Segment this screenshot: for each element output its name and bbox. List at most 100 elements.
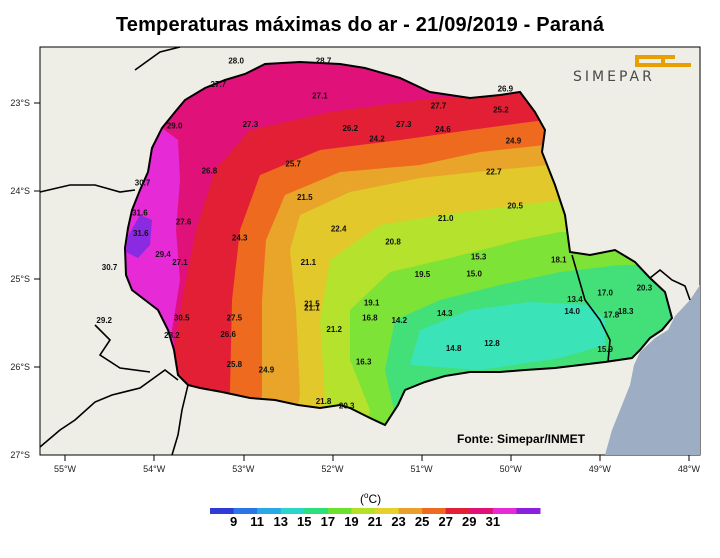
temperature-label: 12.8 bbox=[484, 339, 500, 348]
colorbar-tick-label: 17 bbox=[320, 514, 336, 529]
temperature-label: 14.2 bbox=[391, 316, 407, 325]
colorbar-segment bbox=[257, 508, 282, 514]
state-outline bbox=[123, 60, 674, 427]
temperature-label: 28.2 bbox=[164, 331, 180, 340]
temperature-label: 21.0 bbox=[438, 214, 454, 223]
x-tick-label: 55°W bbox=[54, 464, 77, 474]
temperature-label: 27.1 bbox=[312, 92, 328, 101]
colorbar-segment bbox=[516, 508, 541, 514]
simepar-logo: SIMEPAR bbox=[573, 55, 693, 87]
y-tick-label: 25°S bbox=[10, 274, 30, 284]
temperature-label: 18.1 bbox=[551, 255, 567, 264]
colorbar-segment bbox=[304, 508, 329, 514]
x-tick-label: 48°W bbox=[678, 464, 701, 474]
temperature-label: 25.2 bbox=[493, 106, 509, 115]
colorbar-tick-label: 11 bbox=[250, 514, 265, 529]
temperature-label: 19.1 bbox=[364, 298, 380, 307]
temperature-label: 22.4 bbox=[331, 224, 347, 233]
x-tick-label: 53°W bbox=[232, 464, 255, 474]
colorbar-segment bbox=[492, 508, 517, 514]
temperature-label: 22.7 bbox=[486, 167, 502, 176]
temperature-label: 21.8 bbox=[316, 397, 332, 406]
y-tick-label: 26°S bbox=[10, 362, 30, 372]
temperature-label: 25.8 bbox=[227, 360, 243, 369]
temperature-labels: 28.0 28.7 27.7 27.1 26.9 27.7 25.2 29.0 27.3 26.2… bbox=[96, 56, 652, 410]
source-credit: Fonte: Simepar/INMET bbox=[457, 432, 586, 446]
colorbar-segment bbox=[398, 508, 423, 514]
temperature-label: 21.2 bbox=[326, 325, 342, 334]
x-tick-label: 49°W bbox=[589, 464, 612, 474]
temperature-label: 21.1 bbox=[304, 304, 320, 313]
temperature-label: 25.7 bbox=[285, 159, 301, 168]
colorbar bbox=[210, 508, 541, 514]
temperature-label: 26.6 bbox=[220, 330, 236, 339]
temperature-label: 24.9 bbox=[259, 365, 275, 374]
temperature-label: 27.3 bbox=[396, 120, 412, 129]
colorbar-tick-label: 25 bbox=[414, 514, 430, 529]
temperature-label: 27.3 bbox=[243, 120, 259, 129]
temperature-label: 13.4 bbox=[567, 295, 583, 304]
temperature-label: 28.7 bbox=[316, 56, 332, 65]
x-tick-label: 52°W bbox=[321, 464, 344, 474]
y-tick-label: 27°S bbox=[10, 450, 30, 460]
neighbor-borders bbox=[39, 46, 691, 456]
unit-sup: o bbox=[364, 491, 369, 500]
colorbar-tick-label: 9 bbox=[229, 514, 238, 529]
temperature-label: 28.0 bbox=[228, 56, 244, 65]
y-tick-label: 23°S bbox=[10, 98, 30, 108]
axis-ticks bbox=[34, 102, 690, 461]
x-tick-label: 54°W bbox=[143, 464, 166, 474]
temperature-label: 24.6 bbox=[435, 125, 451, 134]
temperature-label: 26.9 bbox=[498, 85, 514, 94]
temperature-label: 29.2 bbox=[96, 316, 112, 325]
temperature-label: 27.6 bbox=[176, 217, 192, 226]
temperature-label: 15.3 bbox=[471, 253, 487, 262]
simepar-logo-text: SIMEPAR bbox=[573, 69, 655, 85]
temperature-label: 18.3 bbox=[618, 307, 634, 316]
colorbar-tick-label: 29 bbox=[462, 514, 477, 529]
temperature-label: 31.6 bbox=[132, 209, 148, 218]
colorbar-segment bbox=[233, 508, 258, 514]
colorbar-segment bbox=[351, 508, 376, 514]
colorbar-segment bbox=[469, 508, 494, 514]
temperature-label: 24.9 bbox=[506, 136, 522, 145]
temperature-label: 17.0 bbox=[597, 289, 613, 298]
temperature-label: 20.5 bbox=[507, 202, 523, 211]
temperature-label: 19.5 bbox=[415, 270, 431, 279]
temperature-label: 29.0 bbox=[167, 122, 183, 131]
temperature-label: 14.8 bbox=[446, 344, 462, 353]
simepar-logo-mark bbox=[635, 55, 691, 67]
colorbar-tick-label: 19 bbox=[344, 514, 359, 529]
temperature-label: 26.2 bbox=[342, 124, 358, 133]
x-tick-label: 51°W bbox=[411, 464, 434, 474]
temperature-label: 21.1 bbox=[301, 258, 317, 267]
y-axis-labels: 23°S 24°S 25°S 26°S 27°S bbox=[10, 98, 30, 460]
temperature-label: 30.7 bbox=[135, 179, 151, 188]
temperature-label: 14.3 bbox=[437, 309, 453, 318]
temperature-label: 31.6 bbox=[133, 229, 149, 238]
temperature-label: 21.5 bbox=[304, 299, 320, 308]
colorbar-unit: (oC) bbox=[360, 491, 382, 506]
colorbar-segment bbox=[280, 508, 305, 514]
colorbar-tick-label: 13 bbox=[273, 514, 288, 529]
temperature-label: 20.3 bbox=[339, 401, 355, 410]
temperature-label: 16.8 bbox=[362, 313, 378, 322]
temperature-label: 27.7 bbox=[431, 101, 447, 110]
colorbar-ticks: 9 11 13 15 17 19 21 23 25 27 29 31 bbox=[228, 514, 538, 532]
map-title: Temperaturas máximas do ar - 21/09/2019 … bbox=[115, 14, 605, 36]
temperature-label: 15.0 bbox=[466, 269, 482, 278]
temperature-label: 27.7 bbox=[211, 80, 227, 89]
colorbar-segment bbox=[327, 508, 352, 514]
temperature-label: 30.7 bbox=[102, 263, 118, 272]
temperature-label: 14.0 bbox=[564, 307, 580, 316]
colorbar-tick-label: 21 bbox=[367, 514, 383, 529]
x-axis-labels: 55°W 54°W 53°W 52°W 51°W 50°W 49°W 48°W bbox=[54, 464, 701, 474]
temperature-label: 15.9 bbox=[597, 345, 613, 354]
colorbar-segment bbox=[422, 508, 447, 514]
colorbar-segment bbox=[445, 508, 470, 514]
temperature-label: 30.5 bbox=[174, 313, 190, 322]
colorbar-tick-label: 27 bbox=[438, 514, 453, 529]
temperature-label: 21.5 bbox=[297, 193, 313, 202]
temperature-label: 29.4 bbox=[155, 250, 171, 259]
colorbar-segment bbox=[375, 508, 400, 514]
